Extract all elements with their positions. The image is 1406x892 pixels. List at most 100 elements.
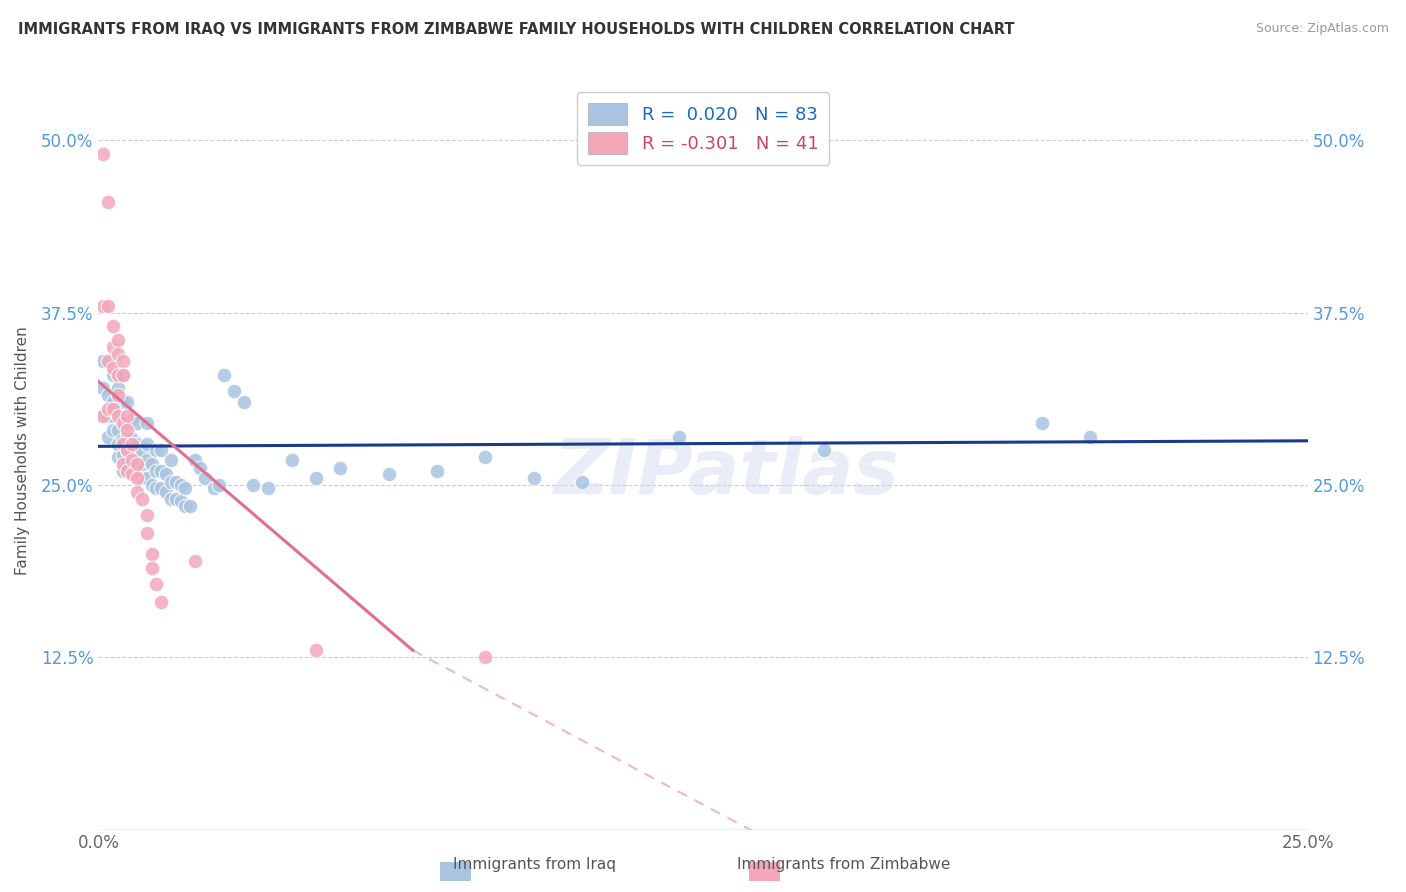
Point: [174, 499, 197, 513]
Point: [127, 436, 149, 450]
Point: [107, 368, 129, 382]
Point: [117, 423, 139, 437]
Point: [305, 643, 328, 657]
Point: [111, 448, 134, 462]
Point: [135, 526, 157, 541]
Point: [127, 464, 149, 478]
Point: [1078, 430, 1101, 444]
Point: [135, 453, 157, 467]
Point: [117, 416, 139, 430]
Point: [474, 650, 496, 665]
Point: [160, 453, 183, 467]
Point: [474, 450, 496, 465]
Point: [169, 478, 191, 492]
Point: [426, 464, 449, 478]
Text: Immigrants from Zimbabwe: Immigrants from Zimbabwe: [737, 857, 950, 872]
Point: [160, 475, 183, 490]
Point: [97, 388, 120, 402]
Point: [121, 453, 143, 467]
Text: IMMIGRANTS FROM IRAQ VS IMMIGRANTS FROM ZIMBABWE FAMILY HOUSEHOLDS WITH CHILDREN: IMMIGRANTS FROM IRAQ VS IMMIGRANTS FROM …: [18, 22, 1015, 37]
Point: [91, 354, 114, 368]
Y-axis label: Family Households with Children: Family Households with Children: [15, 326, 30, 574]
Point: [135, 508, 157, 523]
Point: [91, 409, 114, 423]
Point: [188, 461, 211, 475]
Point: [165, 475, 187, 490]
Point: [121, 436, 143, 450]
Point: [131, 471, 153, 485]
Point: [184, 453, 207, 467]
Point: [117, 395, 139, 409]
Point: [107, 423, 129, 437]
Point: [121, 464, 143, 478]
Point: [97, 299, 120, 313]
Text: Immigrants from Iraq: Immigrants from Iraq: [453, 857, 616, 872]
Legend: R =  0.020   N = 83, R = -0.301   N = 41: R = 0.020 N = 83, R = -0.301 N = 41: [576, 92, 830, 165]
Point: [101, 319, 124, 334]
Point: [242, 478, 264, 492]
Point: [145, 443, 167, 458]
Point: [101, 360, 124, 375]
Point: [155, 484, 177, 499]
Point: [101, 395, 124, 409]
Point: [101, 402, 124, 417]
Point: [111, 416, 134, 430]
Point: [155, 467, 177, 481]
Point: [91, 147, 114, 161]
Point: [208, 478, 231, 492]
Point: [523, 471, 546, 485]
Text: Source: ZipAtlas.com: Source: ZipAtlas.com: [1256, 22, 1389, 36]
Point: [97, 430, 120, 444]
Point: [91, 381, 114, 395]
Point: [107, 436, 129, 450]
Point: [150, 443, 173, 458]
Point: [107, 347, 129, 361]
Point: [111, 395, 134, 409]
Point: [117, 430, 139, 444]
Point: [165, 491, 187, 506]
Point: [117, 464, 139, 478]
Point: [281, 453, 304, 467]
Point: [174, 481, 197, 495]
Point: [160, 491, 183, 506]
Point: [121, 467, 143, 481]
Point: [131, 443, 153, 458]
Point: [145, 481, 167, 495]
Point: [117, 443, 139, 458]
Point: [668, 430, 690, 444]
Point: [117, 457, 139, 471]
Point: [212, 368, 235, 382]
Point: [127, 484, 149, 499]
Point: [377, 467, 399, 481]
Point: [107, 402, 129, 417]
Point: [127, 416, 149, 430]
Point: [150, 481, 173, 495]
Point: [121, 411, 143, 425]
Point: [97, 402, 120, 417]
Point: [121, 433, 143, 447]
Point: [111, 436, 134, 450]
Point: [131, 457, 153, 471]
Point: [135, 436, 157, 450]
Point: [135, 416, 157, 430]
Point: [141, 547, 163, 561]
Point: [101, 340, 124, 354]
Point: [813, 443, 835, 458]
Point: [107, 381, 129, 395]
Text: ZIPatlas: ZIPatlas: [554, 436, 900, 510]
Point: [127, 471, 149, 485]
Point: [111, 433, 134, 447]
Point: [107, 388, 129, 402]
Point: [111, 464, 134, 478]
Point: [169, 494, 191, 508]
Point: [131, 491, 153, 506]
Point: [117, 443, 139, 458]
Point: [141, 560, 163, 574]
Point: [571, 475, 593, 490]
Point: [111, 416, 134, 430]
Point: [145, 464, 167, 478]
Point: [150, 464, 173, 478]
Point: [204, 481, 226, 495]
Point: [101, 409, 124, 423]
Point: [179, 499, 201, 513]
